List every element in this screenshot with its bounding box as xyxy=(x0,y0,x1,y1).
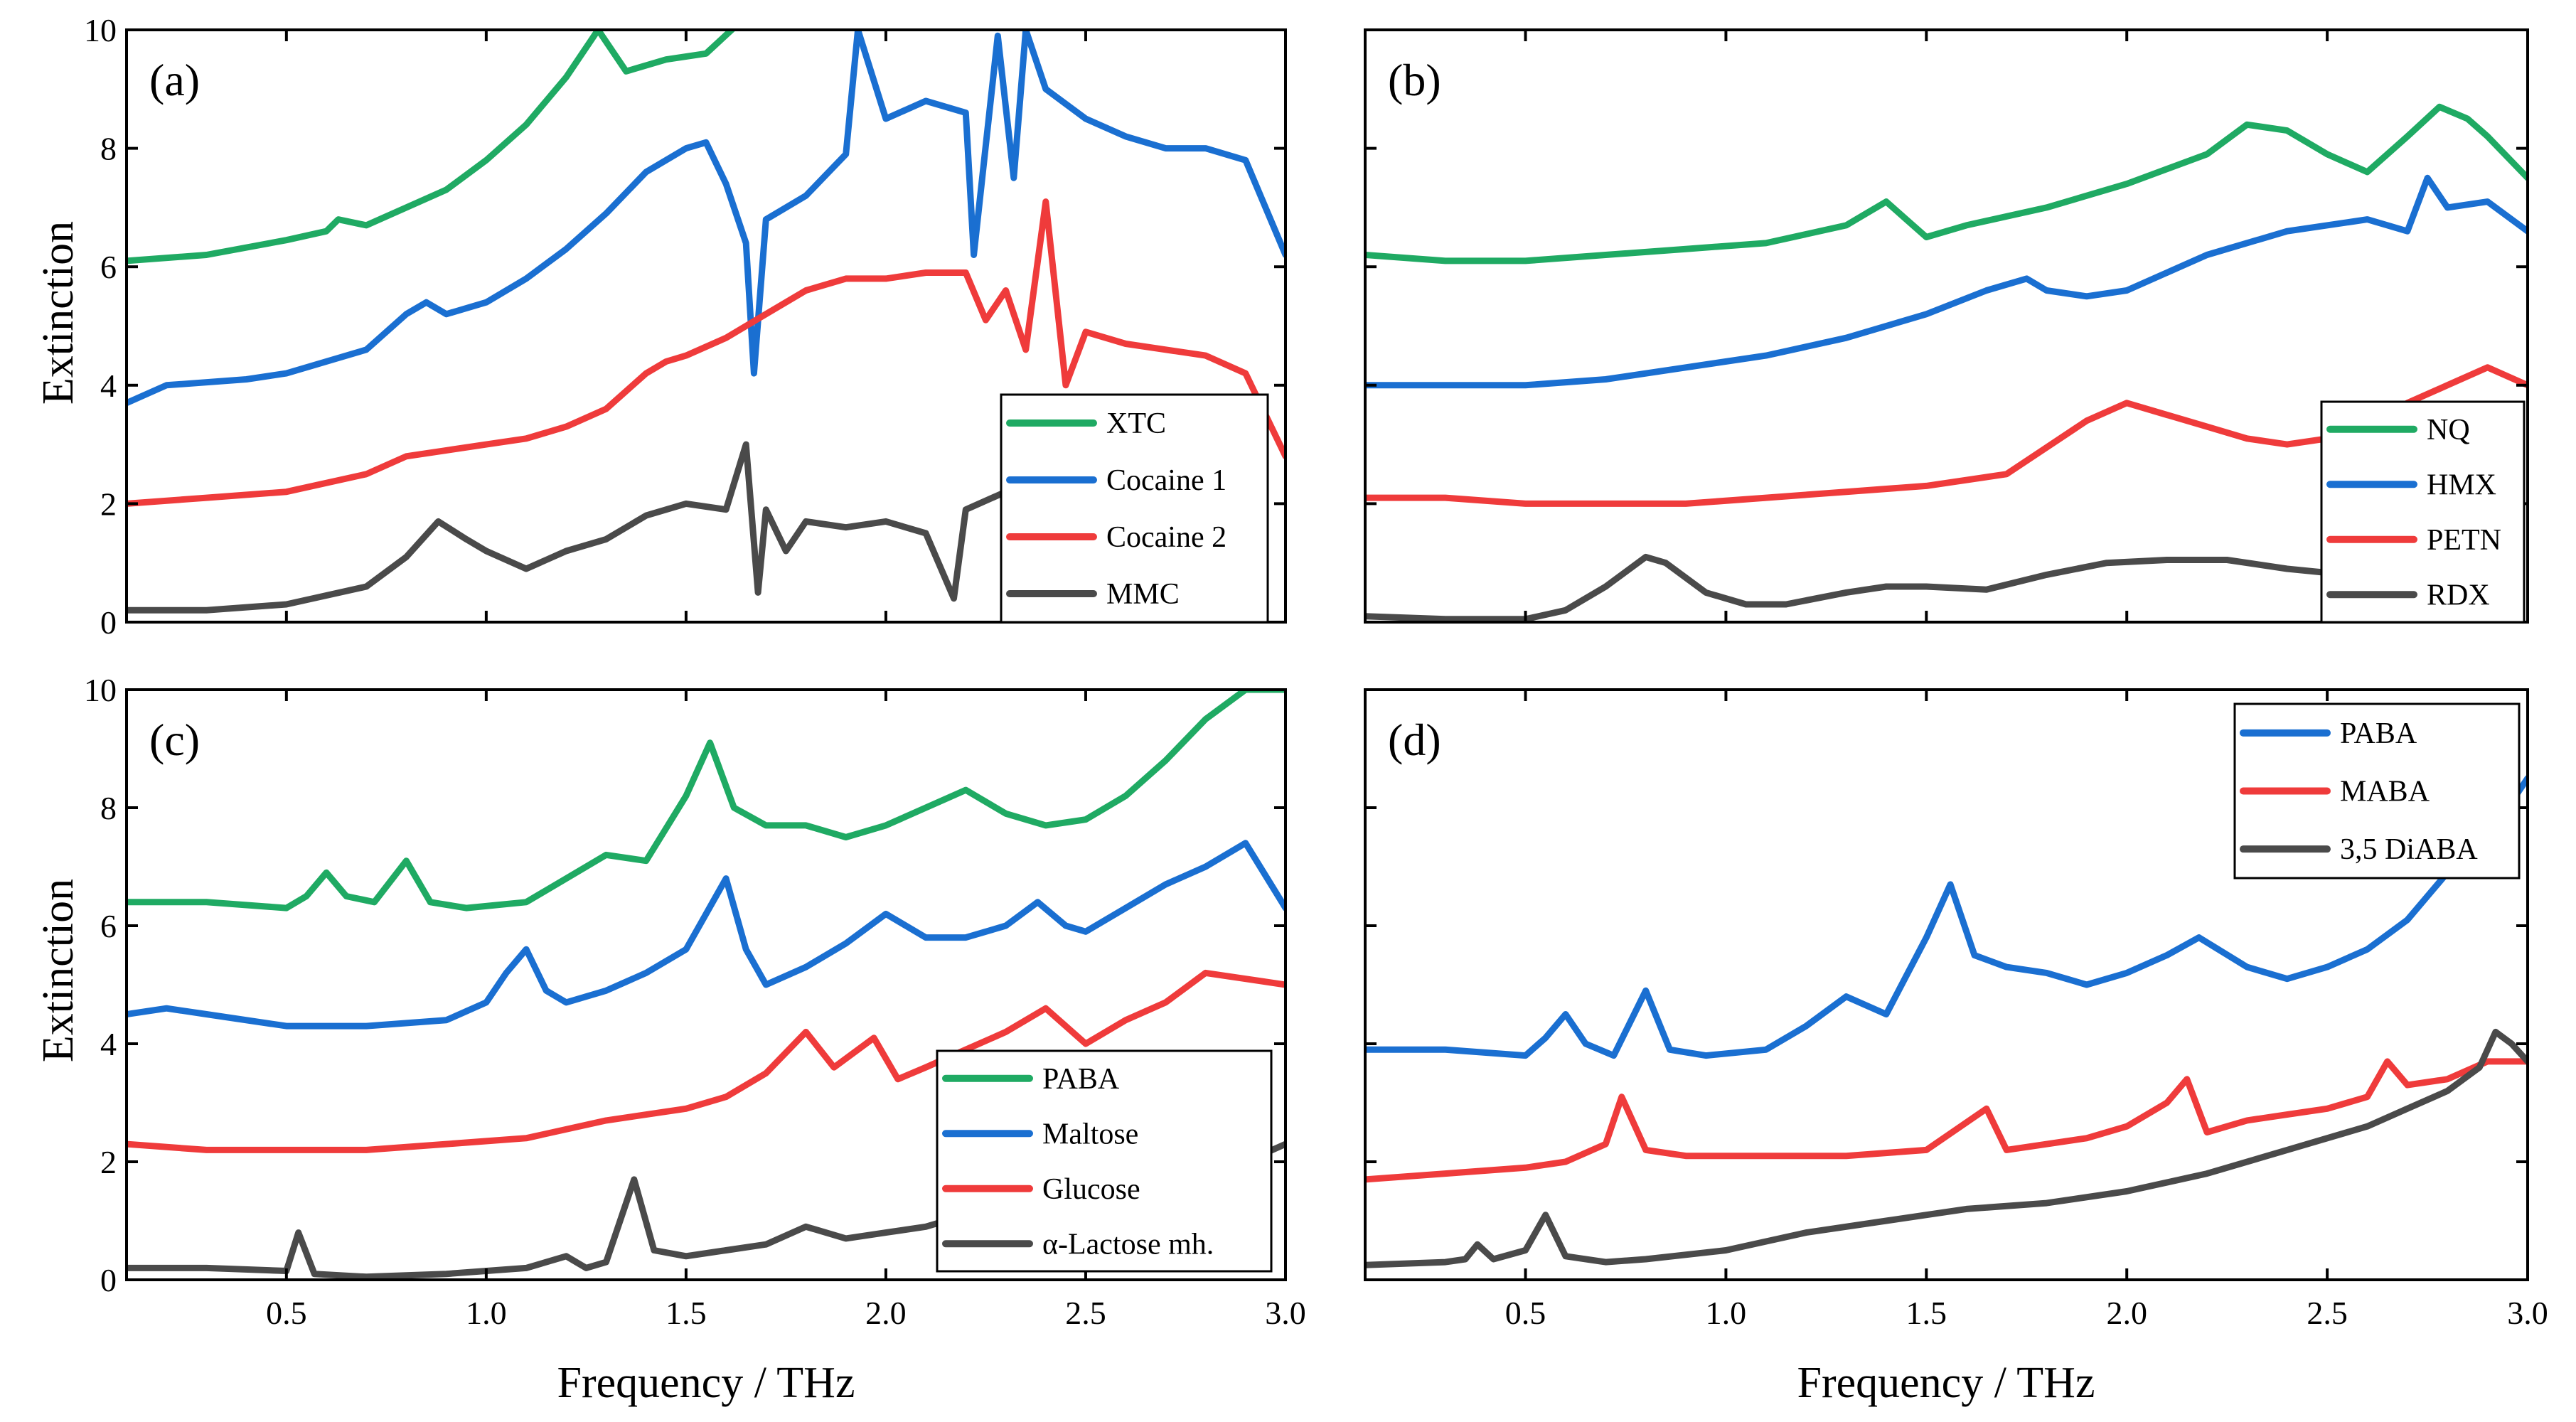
x-tick-label: 1.5 xyxy=(666,1295,707,1331)
series-line-xtc xyxy=(127,30,737,264)
legend-label: α-Lactose mh. xyxy=(1042,1228,1214,1261)
series-line-mmc xyxy=(127,441,1010,614)
legend-label: PETN xyxy=(2427,524,2501,557)
series-line-hmx xyxy=(1365,174,2528,389)
plot-area xyxy=(127,30,1286,614)
x-tick-label: 3.0 xyxy=(1265,1295,1306,1331)
y-tick-label: 4 xyxy=(100,368,117,404)
y-tick-label: 10 xyxy=(84,12,117,48)
legend-label: PABA xyxy=(1042,1063,1120,1096)
panel-a: 0 2 4 6 8 10 (a) XTC Cocaine 1 Cocaine 2 MMC xyxy=(84,12,1287,641)
x-tick-label: 2.0 xyxy=(865,1295,907,1331)
y-tick-label: 10 xyxy=(84,672,117,708)
x-tick-label: 2.5 xyxy=(2307,1295,2348,1331)
panels: 0 2 4 6 8 10 (a) XTC Cocaine 1 Cocaine 2 MMC (b) NQ H… xyxy=(84,12,2548,1331)
panel-label: (a) xyxy=(149,55,200,105)
panel-c: 0.5 1.0 1.5 2.0 2.5 3.0 0 2 4 6 8 10 (c) PABA Maltose G… xyxy=(84,672,1306,1331)
panel-b: (b) NQ HMX PETN RDX xyxy=(1364,28,2529,624)
series-line-3-5-diaba xyxy=(1365,1028,2528,1268)
plot-frame xyxy=(125,688,1287,1281)
x-tick-label: 1.5 xyxy=(1906,1295,1947,1331)
x-tick-label: 1.0 xyxy=(466,1295,507,1331)
x-tick-label: 2.0 xyxy=(2106,1295,2147,1331)
series-line-paba xyxy=(127,690,1286,912)
series-line-glucose xyxy=(127,969,1286,1153)
plot-frame xyxy=(125,28,1287,624)
legend-label: NQ xyxy=(2427,414,2470,447)
y-tick-label: 6 xyxy=(100,908,117,944)
legend-label: Cocaine 2 xyxy=(1106,521,1226,554)
y-tick-label: 4 xyxy=(100,1026,117,1062)
panel-label: (b) xyxy=(1388,55,1441,105)
y-tick-label: 8 xyxy=(100,790,117,826)
legend: XTC Cocaine 1 Cocaine 2 MMC xyxy=(1000,393,1269,624)
y-tick-label: 8 xyxy=(100,131,117,167)
legend: PABA MABA 3,5 DiABA xyxy=(2233,702,2521,880)
x-axis-title-right: Frequency / THz xyxy=(1797,1359,2095,1407)
y-tick-label: 2 xyxy=(100,486,117,522)
legend-label: HMX xyxy=(2427,469,2496,501)
panel-label: (c) xyxy=(149,715,200,765)
legend-label: Glucose xyxy=(1042,1173,1140,1206)
panel-d: 0.5 1.0 1.5 2.0 2.5 3.0 (d) PABA MABA 3,5 DiABA xyxy=(1364,688,2548,1331)
x-tick-label: 1.0 xyxy=(1706,1295,1747,1331)
x-tick-label: 0.5 xyxy=(1505,1295,1546,1331)
y-tick-label: 6 xyxy=(100,249,117,285)
legend-label: MABA xyxy=(2340,776,2430,808)
x-axis-title-left: Frequency / THz xyxy=(557,1359,855,1407)
y-tick-label: 0 xyxy=(100,1262,117,1298)
legend-label: Cocaine 1 xyxy=(1106,464,1226,497)
series-line-cocaine-1 xyxy=(127,30,1286,407)
series-line-maltose xyxy=(127,840,1286,1030)
legend-label: XTC xyxy=(1106,407,1166,440)
legend-label: RDX xyxy=(2427,579,2490,611)
legend-label: Maltose xyxy=(1042,1118,1138,1150)
series-line-paba xyxy=(1365,775,2528,1059)
legend: PABA Maltose Glucose α-Lactose mh. xyxy=(936,1049,1273,1273)
legend-box xyxy=(1000,393,1269,624)
plot-area xyxy=(127,690,1286,1280)
series-line-maba xyxy=(1365,1058,2528,1183)
legend-label: 3,5 DiABA xyxy=(2340,833,2478,866)
y-tick-label: 0 xyxy=(100,604,117,641)
legend: NQ HMX PETN RDX xyxy=(2320,400,2526,624)
plot-frame xyxy=(1364,28,2529,624)
y-axis-title-top: Extinction xyxy=(34,221,82,405)
plot-area xyxy=(1365,775,2528,1268)
series-line-nq xyxy=(1365,103,2528,264)
panel-label: (d) xyxy=(1388,715,1441,765)
x-tick-label: 2.5 xyxy=(1065,1295,1106,1331)
plot-frame xyxy=(1364,688,2529,1281)
y-tick-label: 2 xyxy=(100,1144,117,1180)
series-line-cocaine-2 xyxy=(127,198,1286,507)
legend-box xyxy=(2320,400,2526,624)
series-line-rdx xyxy=(1365,553,2351,622)
legend-box xyxy=(936,1049,1273,1273)
y-axis-title-bottom: Extinction xyxy=(34,879,82,1062)
legend-label: PABA xyxy=(2340,717,2417,750)
x-tick-label: 3.0 xyxy=(2507,1295,2548,1331)
plot-area xyxy=(1365,103,2528,622)
legend-label: MMC xyxy=(1106,578,1180,611)
x-tick-label: 0.5 xyxy=(266,1295,307,1331)
